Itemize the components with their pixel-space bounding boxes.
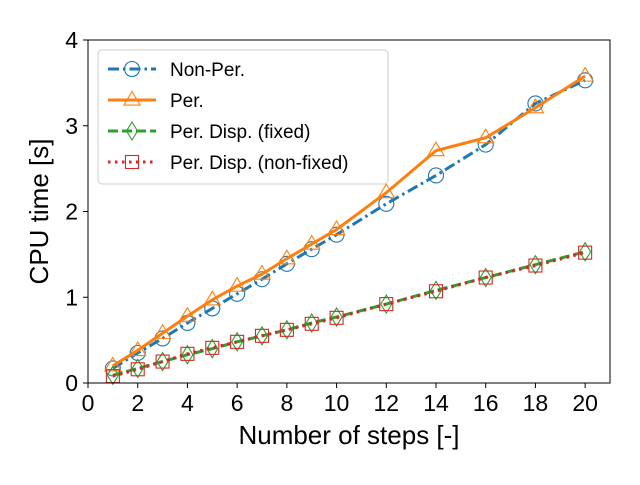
data-point	[280, 319, 294, 340]
data-point	[380, 294, 393, 315]
legend-label: Per.	[170, 91, 204, 112]
legend-item: Non-Per.	[108, 60, 245, 81]
data-point	[526, 98, 545, 114]
data-point	[576, 66, 595, 82]
data-point	[153, 323, 172, 339]
series-4	[105, 245, 593, 384]
x-tick-label: 4	[181, 390, 194, 416]
data-point	[130, 362, 145, 377]
data-point	[129, 344, 146, 362]
legend-marker	[122, 90, 142, 106]
data-point	[252, 264, 272, 280]
data-point	[426, 141, 446, 157]
data-point	[427, 167, 445, 184]
legend-item: Per. Disp. (non-fixed)	[108, 153, 348, 174]
x-tick-label: 12	[373, 390, 399, 416]
data-point	[128, 340, 147, 357]
data-point	[305, 312, 318, 334]
data-point	[178, 306, 197, 322]
x-tick-label: 2	[131, 390, 144, 416]
data-point	[478, 270, 493, 285]
x-tick-label: 0	[82, 390, 95, 416]
x-tick-label: 6	[231, 390, 244, 416]
data-point	[131, 358, 144, 379]
data-point	[479, 267, 492, 288]
legend-label: Per. Disp. (fixed)	[170, 122, 310, 143]
x-tick-label: 10	[324, 390, 350, 416]
data-point	[379, 297, 394, 312]
data-point	[181, 344, 194, 365]
data-point	[230, 334, 245, 349]
y-tick-label: 1	[65, 284, 78, 310]
y-tick-label: 3	[65, 113, 78, 139]
data-point	[302, 234, 321, 250]
series-3	[106, 241, 592, 386]
data-point	[377, 183, 396, 199]
x-tick-label: 18	[523, 390, 549, 416]
legend-item: Per.	[108, 90, 204, 112]
data-point	[578, 245, 593, 260]
x-tick-label: 8	[280, 390, 293, 416]
legend-marker	[125, 120, 139, 142]
data-point	[327, 219, 346, 236]
data-point	[103, 356, 122, 372]
data-point	[228, 276, 247, 292]
y-tick-label: 0	[65, 370, 78, 396]
data-point	[528, 258, 543, 273]
legend-label: Non-Per.	[170, 60, 245, 81]
x-tick-label: 16	[473, 390, 499, 416]
data-point	[476, 128, 495, 144]
series-layer	[103, 66, 595, 386]
x-tick-label: 20	[572, 390, 598, 416]
data-point	[529, 254, 542, 275]
series-2	[103, 66, 595, 372]
legend-marker	[124, 154, 140, 170]
data-point	[203, 290, 222, 306]
series-line	[112, 250, 586, 377]
legend-item: Per. Disp. (fixed)	[108, 120, 310, 143]
data-point	[205, 340, 220, 355]
data-point	[254, 328, 270, 343]
x-tick-label: 14	[423, 390, 449, 416]
legend: Non-Per. Per. Per. Disp. (fixed) Per. Disp.…	[97, 49, 389, 185]
data-point	[330, 306, 343, 328]
y-axis-label: CPU time [s]	[24, 139, 54, 285]
legend-label: Per. Disp. (non-fixed)	[170, 153, 348, 174]
data-point	[578, 241, 592, 262]
legend-marker	[123, 60, 141, 78]
data-point	[378, 195, 395, 212]
legend-box	[97, 49, 389, 185]
series-line	[112, 74, 586, 368]
y-tick-label: 4	[65, 27, 78, 53]
data-point	[156, 351, 169, 372]
data-point	[155, 354, 170, 369]
y-tick-label: 2	[65, 199, 78, 225]
data-point	[304, 316, 319, 331]
x-axis-label: Number of steps [-]	[238, 420, 459, 450]
data-point	[230, 331, 244, 352]
data-point	[277, 249, 296, 265]
data-point	[180, 346, 195, 361]
data-point	[429, 280, 443, 301]
data-point	[106, 365, 120, 386]
data-point	[428, 284, 444, 299]
data-point	[279, 322, 294, 337]
data-point	[255, 325, 269, 346]
data-point	[329, 310, 344, 325]
